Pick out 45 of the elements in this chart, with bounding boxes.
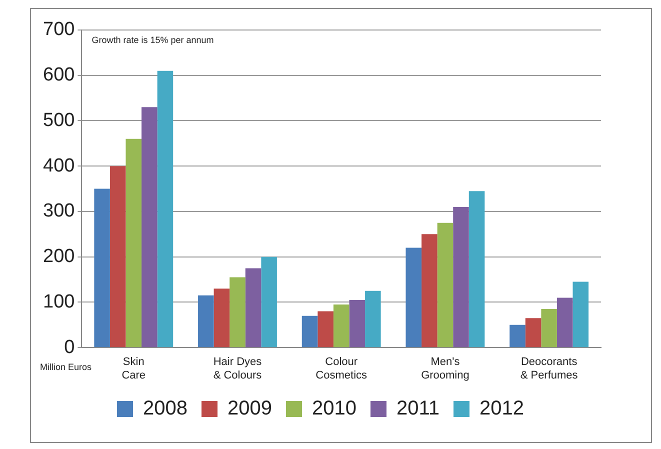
y-axis-title: Million Euros: [40, 362, 92, 372]
y-tick-label: 500: [43, 110, 75, 131]
bar: [453, 206, 469, 348]
bar: [572, 282, 589, 348]
y-tick-label: 300: [43, 200, 75, 222]
bar: [349, 300, 366, 348]
x-tick-label: Colour Cosmetics: [316, 356, 368, 382]
bar: [525, 318, 542, 348]
bar: [110, 166, 126, 348]
legend-label: 2012: [479, 398, 524, 420]
legend-label: 2008: [143, 398, 188, 420]
bar: [198, 295, 214, 348]
x-tick-label: Hair Dyes & Colours: [213, 356, 262, 382]
bar: [510, 324, 526, 348]
x-tick-label: Deocorants & Perfumes: [520, 356, 578, 382]
y-tick-label: 100: [43, 291, 75, 312]
legend-label: 2010: [312, 398, 356, 420]
bar: [261, 256, 277, 348]
y-tick-label: 400: [43, 155, 75, 176]
bar: [422, 234, 438, 348]
bar: [541, 309, 557, 348]
x-tick-label: Men's Grooming: [421, 356, 470, 382]
bar: [406, 248, 422, 348]
legend-label: 2011: [396, 398, 440, 420]
bar: [157, 70, 174, 348]
y-tick-label: 700: [43, 19, 75, 40]
x-tick-label: Skin Care: [122, 356, 146, 382]
bar: [302, 316, 318, 348]
bar: [245, 268, 262, 348]
bar: [318, 311, 334, 348]
annotation: Growth rate is 15% per annum: [92, 34, 214, 45]
legend-label: 2009: [228, 398, 272, 420]
bar: [333, 304, 350, 348]
y-tick-label: 0: [64, 336, 75, 358]
bar: [94, 188, 110, 348]
y-tick-label: 600: [43, 64, 75, 86]
bar: [468, 191, 485, 348]
bar: [142, 107, 158, 348]
bar: [230, 277, 246, 348]
bar: [437, 222, 454, 348]
bar: [556, 298, 573, 348]
bar: [214, 288, 230, 348]
y-tick-label: 200: [43, 246, 75, 268]
bar: [365, 290, 381, 348]
bar: [126, 138, 142, 348]
